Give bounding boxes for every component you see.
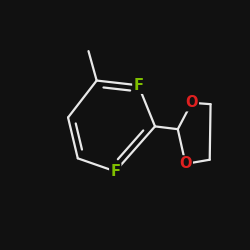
Text: O: O — [179, 156, 192, 172]
Text: O: O — [186, 95, 198, 110]
Text: F: F — [133, 78, 143, 93]
Text: F: F — [110, 164, 120, 179]
